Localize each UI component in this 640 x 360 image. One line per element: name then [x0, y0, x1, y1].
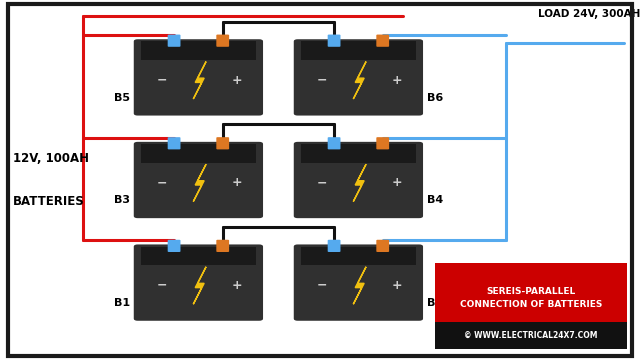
Bar	[141, 41, 256, 60]
Text: B3: B3	[114, 195, 130, 205]
Polygon shape	[353, 267, 366, 304]
FancyBboxPatch shape	[376, 35, 389, 47]
FancyBboxPatch shape	[376, 240, 389, 252]
Bar	[141, 247, 256, 265]
Text: +: +	[232, 176, 243, 189]
Text: −: −	[317, 279, 327, 292]
Text: © WWW.ELECTRICAL24X7.COM: © WWW.ELECTRICAL24X7.COM	[465, 331, 598, 340]
Polygon shape	[193, 164, 206, 202]
Text: +: +	[392, 176, 403, 189]
FancyBboxPatch shape	[328, 35, 340, 47]
Text: LOAD 24V, 300AH: LOAD 24V, 300AH	[538, 9, 640, 19]
Text: −: −	[317, 74, 327, 87]
Text: B4: B4	[427, 195, 443, 205]
Bar	[435, 263, 627, 333]
FancyBboxPatch shape	[294, 39, 423, 116]
Polygon shape	[353, 62, 366, 99]
FancyBboxPatch shape	[294, 244, 423, 321]
Polygon shape	[193, 62, 206, 99]
FancyBboxPatch shape	[168, 35, 180, 47]
Bar	[141, 144, 256, 163]
Text: B1: B1	[114, 298, 130, 308]
Text: −: −	[157, 176, 167, 189]
FancyBboxPatch shape	[216, 137, 229, 149]
Text: −: −	[157, 74, 167, 87]
Text: B6: B6	[427, 93, 443, 103]
Text: B2: B2	[427, 298, 443, 308]
Text: −: −	[317, 176, 327, 189]
Text: +: +	[392, 279, 403, 292]
FancyBboxPatch shape	[168, 240, 180, 252]
Text: −: −	[157, 279, 167, 292]
Polygon shape	[353, 164, 366, 202]
Text: B5: B5	[114, 93, 130, 103]
Text: BATTERIES: BATTERIES	[13, 195, 84, 208]
Polygon shape	[193, 267, 206, 304]
FancyBboxPatch shape	[328, 240, 340, 252]
FancyBboxPatch shape	[134, 142, 263, 218]
FancyBboxPatch shape	[168, 137, 180, 149]
Bar	[435, 322, 627, 349]
FancyBboxPatch shape	[376, 137, 389, 149]
FancyBboxPatch shape	[216, 35, 229, 47]
FancyBboxPatch shape	[134, 244, 263, 321]
Text: +: +	[232, 74, 243, 87]
FancyBboxPatch shape	[134, 39, 263, 116]
FancyBboxPatch shape	[294, 142, 423, 218]
Bar	[301, 144, 416, 163]
FancyBboxPatch shape	[216, 240, 229, 252]
Text: 12V, 100AH: 12V, 100AH	[13, 152, 89, 165]
FancyBboxPatch shape	[328, 137, 340, 149]
Bar	[301, 247, 416, 265]
Bar	[301, 41, 416, 60]
Text: +: +	[392, 74, 403, 87]
Text: SEREIS-PARALLEL
CONNECTION OF BATTERIES: SEREIS-PARALLEL CONNECTION OF BATTERIES	[460, 287, 602, 309]
Text: +: +	[232, 279, 243, 292]
